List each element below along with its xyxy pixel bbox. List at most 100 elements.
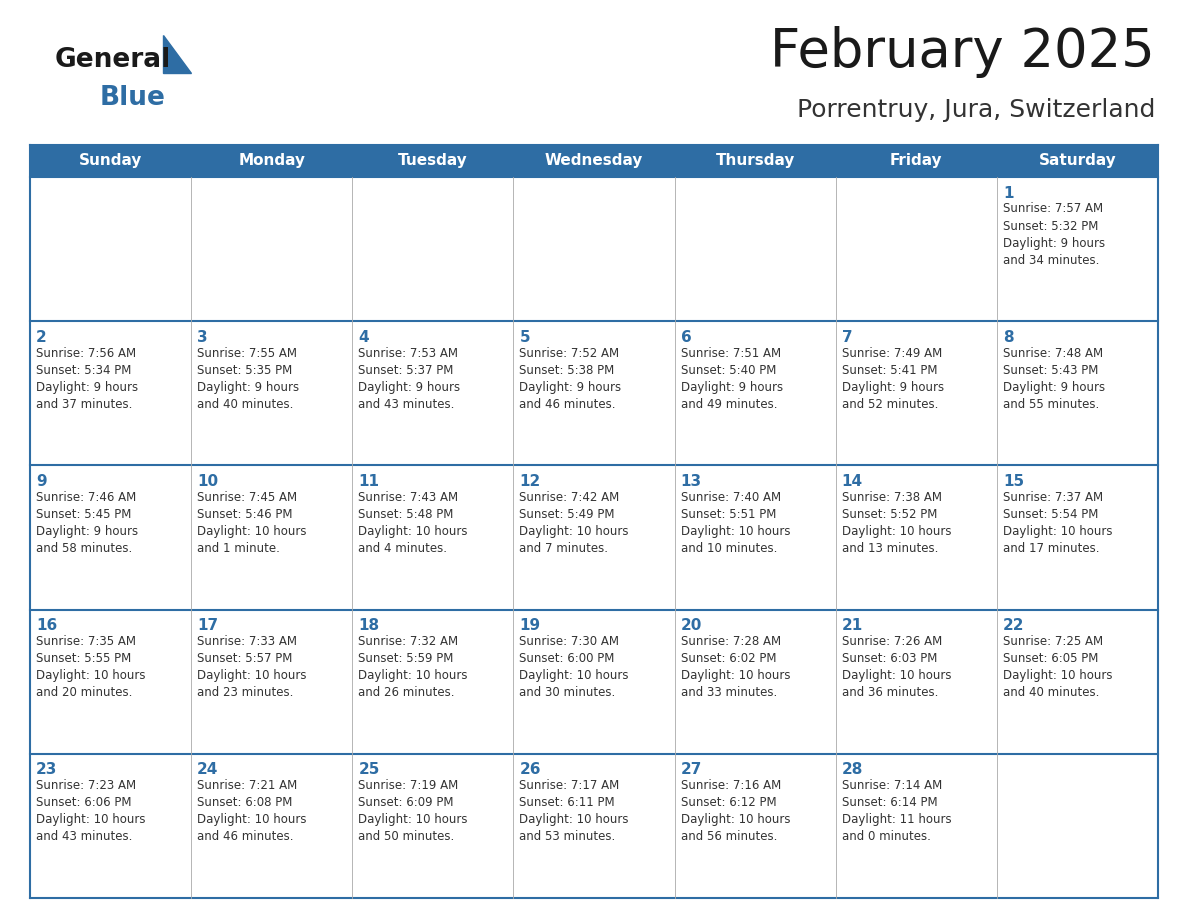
Text: Sunset: 6:14 PM: Sunset: 6:14 PM — [842, 796, 937, 810]
Text: 27: 27 — [681, 762, 702, 778]
Text: and 52 minutes.: and 52 minutes. — [842, 397, 939, 410]
Text: Sunrise: 7:43 AM: Sunrise: 7:43 AM — [359, 491, 459, 504]
Text: Sunset: 6:00 PM: Sunset: 6:00 PM — [519, 652, 615, 666]
Text: 22: 22 — [1003, 618, 1024, 633]
Text: and 55 minutes.: and 55 minutes. — [1003, 397, 1099, 410]
Text: Sunset: 5:37 PM: Sunset: 5:37 PM — [359, 364, 454, 376]
Bar — [353, 610, 513, 754]
Text: Sunset: 5:48 PM: Sunset: 5:48 PM — [359, 508, 454, 521]
Text: Tuesday: Tuesday — [398, 153, 468, 169]
Text: Sunset: 5:49 PM: Sunset: 5:49 PM — [519, 508, 615, 521]
Text: and 17 minutes.: and 17 minutes. — [1003, 542, 1099, 554]
Text: Sunrise: 7:37 AM: Sunrise: 7:37 AM — [1003, 491, 1102, 504]
Text: and 53 minutes.: and 53 minutes. — [519, 830, 615, 844]
Text: Sunrise: 7:17 AM: Sunrise: 7:17 AM — [519, 779, 620, 792]
Bar — [353, 321, 513, 465]
Bar — [675, 754, 835, 898]
Text: Sunrise: 7:55 AM: Sunrise: 7:55 AM — [197, 347, 297, 360]
Bar — [30, 754, 191, 898]
Text: Sunrise: 7:19 AM: Sunrise: 7:19 AM — [359, 779, 459, 792]
Text: Sunset: 5:46 PM: Sunset: 5:46 PM — [197, 508, 292, 521]
Text: 8: 8 — [1003, 330, 1013, 344]
Bar — [191, 145, 353, 177]
Text: Sunset: 6:12 PM: Sunset: 6:12 PM — [681, 796, 776, 810]
Bar — [675, 321, 835, 465]
Text: Sunday: Sunday — [78, 153, 143, 169]
Text: and 30 minutes.: and 30 minutes. — [519, 686, 615, 700]
Text: Sunrise: 7:56 AM: Sunrise: 7:56 AM — [36, 347, 137, 360]
Text: Sunset: 5:45 PM: Sunset: 5:45 PM — [36, 508, 132, 521]
Text: and 40 minutes.: and 40 minutes. — [1003, 686, 1099, 700]
Text: Sunrise: 7:16 AM: Sunrise: 7:16 AM — [681, 779, 781, 792]
Text: Sunset: 5:43 PM: Sunset: 5:43 PM — [1003, 364, 1098, 376]
Text: Sunrise: 7:26 AM: Sunrise: 7:26 AM — [842, 635, 942, 648]
Bar — [997, 145, 1158, 177]
Text: Sunset: 5:54 PM: Sunset: 5:54 PM — [1003, 508, 1098, 521]
Text: 20: 20 — [681, 618, 702, 633]
Text: 17: 17 — [197, 618, 219, 633]
Text: Sunset: 6:09 PM: Sunset: 6:09 PM — [359, 796, 454, 810]
Text: Saturday: Saturday — [1038, 153, 1117, 169]
Text: 6: 6 — [681, 330, 691, 344]
Text: 25: 25 — [359, 762, 380, 778]
Text: Daylight: 10 hours: Daylight: 10 hours — [681, 813, 790, 826]
Bar — [997, 465, 1158, 610]
Text: and 58 minutes.: and 58 minutes. — [36, 542, 132, 554]
Text: Sunrise: 7:57 AM: Sunrise: 7:57 AM — [1003, 203, 1102, 216]
Bar — [675, 145, 835, 177]
Text: General: General — [55, 47, 171, 73]
Text: Sunset: 5:52 PM: Sunset: 5:52 PM — [842, 508, 937, 521]
Bar — [191, 754, 353, 898]
Bar — [191, 177, 353, 321]
Text: and 40 minutes.: and 40 minutes. — [197, 397, 293, 410]
Text: Daylight: 10 hours: Daylight: 10 hours — [197, 525, 307, 538]
Text: Daylight: 10 hours: Daylight: 10 hours — [681, 669, 790, 682]
Bar — [835, 321, 997, 465]
Bar — [997, 321, 1158, 465]
Text: and 20 minutes.: and 20 minutes. — [36, 686, 132, 700]
Text: Sunset: 5:32 PM: Sunset: 5:32 PM — [1003, 219, 1098, 232]
Bar — [675, 465, 835, 610]
Text: 11: 11 — [359, 474, 379, 489]
Text: Sunset: 5:59 PM: Sunset: 5:59 PM — [359, 652, 454, 666]
Bar — [30, 321, 191, 465]
Text: and 4 minutes.: and 4 minutes. — [359, 542, 448, 554]
Text: Daylight: 10 hours: Daylight: 10 hours — [36, 813, 145, 826]
Text: Daylight: 10 hours: Daylight: 10 hours — [842, 669, 952, 682]
Text: and 56 minutes.: and 56 minutes. — [681, 830, 777, 844]
Text: 19: 19 — [519, 618, 541, 633]
Bar — [675, 610, 835, 754]
Bar — [997, 177, 1158, 321]
Text: Sunrise: 7:32 AM: Sunrise: 7:32 AM — [359, 635, 459, 648]
Text: 5: 5 — [519, 330, 530, 344]
Bar — [835, 465, 997, 610]
Text: and 1 minute.: and 1 minute. — [197, 542, 280, 554]
Text: Daylight: 10 hours: Daylight: 10 hours — [842, 525, 952, 538]
Bar — [513, 610, 675, 754]
Text: Sunrise: 7:53 AM: Sunrise: 7:53 AM — [359, 347, 459, 360]
Text: and 43 minutes.: and 43 minutes. — [36, 830, 132, 844]
Text: 7: 7 — [842, 330, 852, 344]
Text: February 2025: February 2025 — [770, 26, 1155, 78]
Text: 28: 28 — [842, 762, 864, 778]
Text: and 23 minutes.: and 23 minutes. — [197, 686, 293, 700]
Text: Sunrise: 7:42 AM: Sunrise: 7:42 AM — [519, 491, 620, 504]
Text: Daylight: 11 hours: Daylight: 11 hours — [842, 813, 952, 826]
Text: Sunset: 6:08 PM: Sunset: 6:08 PM — [197, 796, 292, 810]
Text: Sunrise: 7:38 AM: Sunrise: 7:38 AM — [842, 491, 942, 504]
Text: Sunrise: 7:30 AM: Sunrise: 7:30 AM — [519, 635, 619, 648]
Text: 23: 23 — [36, 762, 57, 778]
Text: Sunrise: 7:35 AM: Sunrise: 7:35 AM — [36, 635, 135, 648]
Text: and 10 minutes.: and 10 minutes. — [681, 542, 777, 554]
Text: and 13 minutes.: and 13 minutes. — [842, 542, 939, 554]
Bar — [997, 610, 1158, 754]
Bar — [513, 754, 675, 898]
Text: Daylight: 9 hours: Daylight: 9 hours — [519, 381, 621, 394]
Text: Daylight: 9 hours: Daylight: 9 hours — [842, 381, 943, 394]
Text: 21: 21 — [842, 618, 862, 633]
Text: 18: 18 — [359, 618, 379, 633]
Text: and 46 minutes.: and 46 minutes. — [519, 397, 615, 410]
Text: Daylight: 10 hours: Daylight: 10 hours — [36, 669, 145, 682]
Text: 14: 14 — [842, 474, 862, 489]
Bar — [30, 610, 191, 754]
